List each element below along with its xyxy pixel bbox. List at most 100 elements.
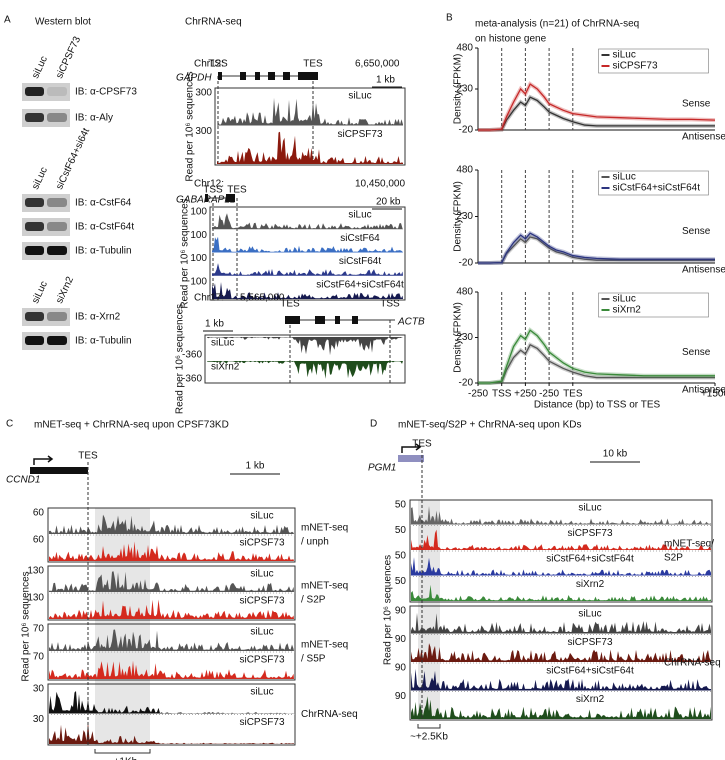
track-name: siCstF64+siCstF64t [546,666,634,677]
signal-track [411,696,711,719]
y-tick-label: 230 [456,84,473,95]
series-line [478,343,715,384]
track-max: 100 [190,230,207,241]
blot-band [47,113,67,122]
blot-band [25,246,44,255]
track-name: siCPSF73 [239,655,284,666]
track-max: 300 [195,126,212,137]
group-label: / S2P [301,595,326,606]
lane-label: siLuc [30,166,50,192]
track-max: 30 [33,714,45,725]
y-tick-label: -20 [459,258,474,269]
site-label: TES [412,439,432,450]
gene-exon [335,316,340,324]
y-axis-label: Density (FPKM) [453,54,464,125]
track-name: siCPSF73 [337,129,382,140]
site-label: TES [280,299,300,310]
group-label: mNET-seq [301,581,348,592]
signal-track [411,584,711,601]
shade [418,500,440,720]
series-line [478,232,715,264]
track-max: 90 [395,663,407,674]
x-axis-label: Distance (bp) to TSS or TES [534,400,661,411]
panel-title: on histone gene [475,34,547,45]
track-name: siCstF64+siCstF64t [546,554,634,565]
antisense-label: Antisense [682,385,725,396]
track-max: 100 [190,207,207,218]
signal-track [49,514,294,534]
y-tick-label: 230 [456,211,473,222]
track-max: 90 [395,606,407,617]
track-max: 60 [33,535,45,546]
heading: Western blot [35,17,91,28]
signal-track [217,97,403,126]
legend-label: siLuc [613,172,636,183]
x-tick-label: TSS [492,389,512,400]
probe-label: IB: α-Tubulin [75,336,132,347]
group-label: mNET-seq [301,640,348,651]
span-bracket [417,724,441,729]
blot-band [47,312,67,321]
scale-label: 1 kb [376,75,395,86]
gene-exon [218,72,222,80]
signal-track [212,263,403,276]
track-frame [209,206,406,301]
chrom: Chr12: [194,59,224,70]
gene-exon [398,455,424,462]
legend-label: siLuc [613,50,636,61]
track-name: siLuc [348,210,371,221]
y-axis-label: Read per 10⁶ sequences [180,198,191,308]
track-max: 60 [33,508,45,519]
track-max: 70 [33,652,45,663]
track-max: 100 [190,276,207,287]
track-name: siCPSF73 [239,538,284,549]
track-name: siCPSF73 [239,717,284,728]
track-max: -360 [182,374,202,385]
x-tick-label: +1500 [701,389,725,400]
blot-band [25,113,44,122]
y-axis-label: Read per 10⁶ sequences [21,571,32,681]
blot-band [47,246,67,255]
lane-label: siCPSF73 [54,35,83,81]
track-max: 130 [27,566,44,577]
gene-exon [315,316,325,324]
group-label: mNET-seq/ [664,539,714,550]
track-frame [204,334,406,384]
chrom: Chr17: [194,293,224,304]
y-tick-label: 480 [456,287,473,298]
track-name: siLuc [250,511,273,522]
y-tick-label: 480 [456,165,473,176]
lane-label: siXrn2 [54,275,76,306]
track-name: siCstF64t [339,256,381,267]
gene-exon [226,194,235,202]
track-max: 70 [33,624,45,635]
group-label: / unph [301,537,329,548]
signal-track [411,557,711,576]
signal-track [49,599,294,619]
signal-track [49,660,294,679]
blot-band [47,222,67,231]
signal-track [212,213,403,230]
coord: 6,650,000 [355,59,400,70]
y-tick-label: -20 [459,378,474,389]
antisense-label: Antisense [682,132,725,143]
y-axis-label: Density (FPKM) [453,302,464,373]
series-line [478,329,715,384]
lane-label: siLuc [30,280,50,306]
series-line [478,83,716,131]
track-max: 90 [395,691,407,702]
gene-exon [205,194,208,202]
track-name: siLuc [578,503,601,514]
legend-box [598,48,709,74]
track-max: 50 [395,500,407,511]
signal-track [49,541,294,561]
signal-track [49,721,294,744]
site-label: TSS [208,59,228,70]
site-label: TSS [203,185,223,196]
gene-exon [285,316,300,324]
track-frame [214,87,406,166]
probe-label: IB: α-CstF64t [75,222,134,233]
span-label: ~+2.5Kb [410,732,448,743]
track-name: siLuc [348,91,371,102]
gene-name: ACTB [397,317,425,328]
